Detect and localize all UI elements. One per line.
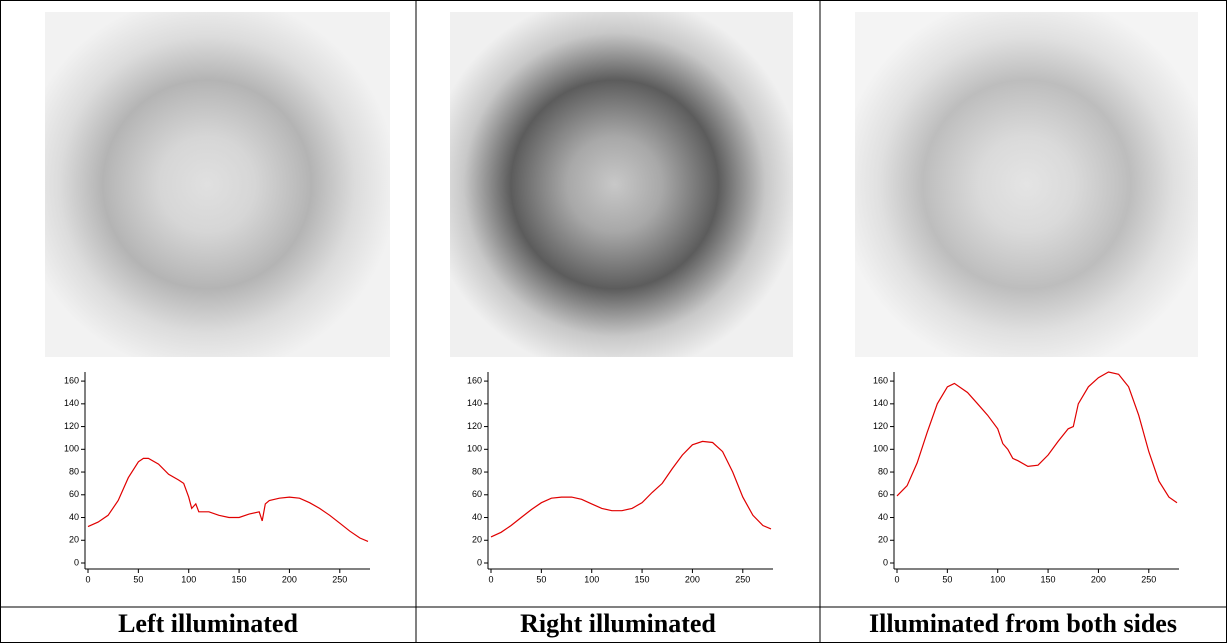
y-tick-label: 80 <box>69 466 79 476</box>
x-tick-label: 150 <box>1041 574 1056 584</box>
ring-image <box>45 12 390 357</box>
y-tick-label: 140 <box>467 398 482 408</box>
x-tick-label: 200 <box>282 574 297 584</box>
x-tick-label: 0 <box>85 574 90 584</box>
y-tick-label: 20 <box>878 535 888 545</box>
x-tick-label: 50 <box>133 574 143 584</box>
y-tick-label: 140 <box>873 398 888 408</box>
y-tick-label: 120 <box>467 421 482 431</box>
y-tick-label: 20 <box>472 535 482 545</box>
y-tick-label: 120 <box>873 421 888 431</box>
y-tick-label: 40 <box>878 512 888 522</box>
x-tick-label: 150 <box>635 574 650 584</box>
y-tick-label: 60 <box>472 489 482 499</box>
x-tick-label: 0 <box>894 574 899 584</box>
y-tick-label: 100 <box>64 444 79 454</box>
caption: Left illuminated <box>118 609 298 638</box>
y-tick-label: 100 <box>467 444 482 454</box>
y-tick-label: 160 <box>64 375 79 385</box>
ring-image <box>855 12 1198 357</box>
y-tick-label: 0 <box>883 557 888 567</box>
y-tick-label: 80 <box>472 466 482 476</box>
y-tick-label: 60 <box>69 489 79 499</box>
y-tick-label: 140 <box>64 398 79 408</box>
x-tick-label: 50 <box>536 574 546 584</box>
y-tick-label: 160 <box>873 375 888 385</box>
x-tick-label: 250 <box>332 574 347 584</box>
x-tick-label: 150 <box>232 574 247 584</box>
x-tick-label: 50 <box>942 574 952 584</box>
x-tick-label: 100 <box>990 574 1005 584</box>
y-tick-label: 80 <box>878 466 888 476</box>
caption: Right illuminated <box>520 609 716 638</box>
y-tick-label: 0 <box>74 557 79 567</box>
caption: Illuminated from both sides <box>869 609 1177 638</box>
y-tick-label: 20 <box>69 535 79 545</box>
profile-line <box>87 457 369 542</box>
x-tick-label: 0 <box>488 574 493 584</box>
x-tick-label: 200 <box>685 574 700 584</box>
x-tick-label: 100 <box>584 574 599 584</box>
y-tick-label: 120 <box>64 421 79 431</box>
ring-image <box>450 12 793 357</box>
x-tick-label: 250 <box>1141 574 1156 584</box>
profile-line <box>896 371 1178 504</box>
x-tick-label: 200 <box>1091 574 1106 584</box>
x-tick-label: 100 <box>181 574 196 584</box>
y-tick-label: 40 <box>69 512 79 522</box>
y-tick-label: 40 <box>472 512 482 522</box>
y-tick-label: 60 <box>878 489 888 499</box>
y-tick-label: 0 <box>477 557 482 567</box>
y-tick-label: 160 <box>467 375 482 385</box>
x-tick-label: 250 <box>735 574 750 584</box>
profile-line <box>490 440 772 538</box>
y-tick-label: 100 <box>873 444 888 454</box>
